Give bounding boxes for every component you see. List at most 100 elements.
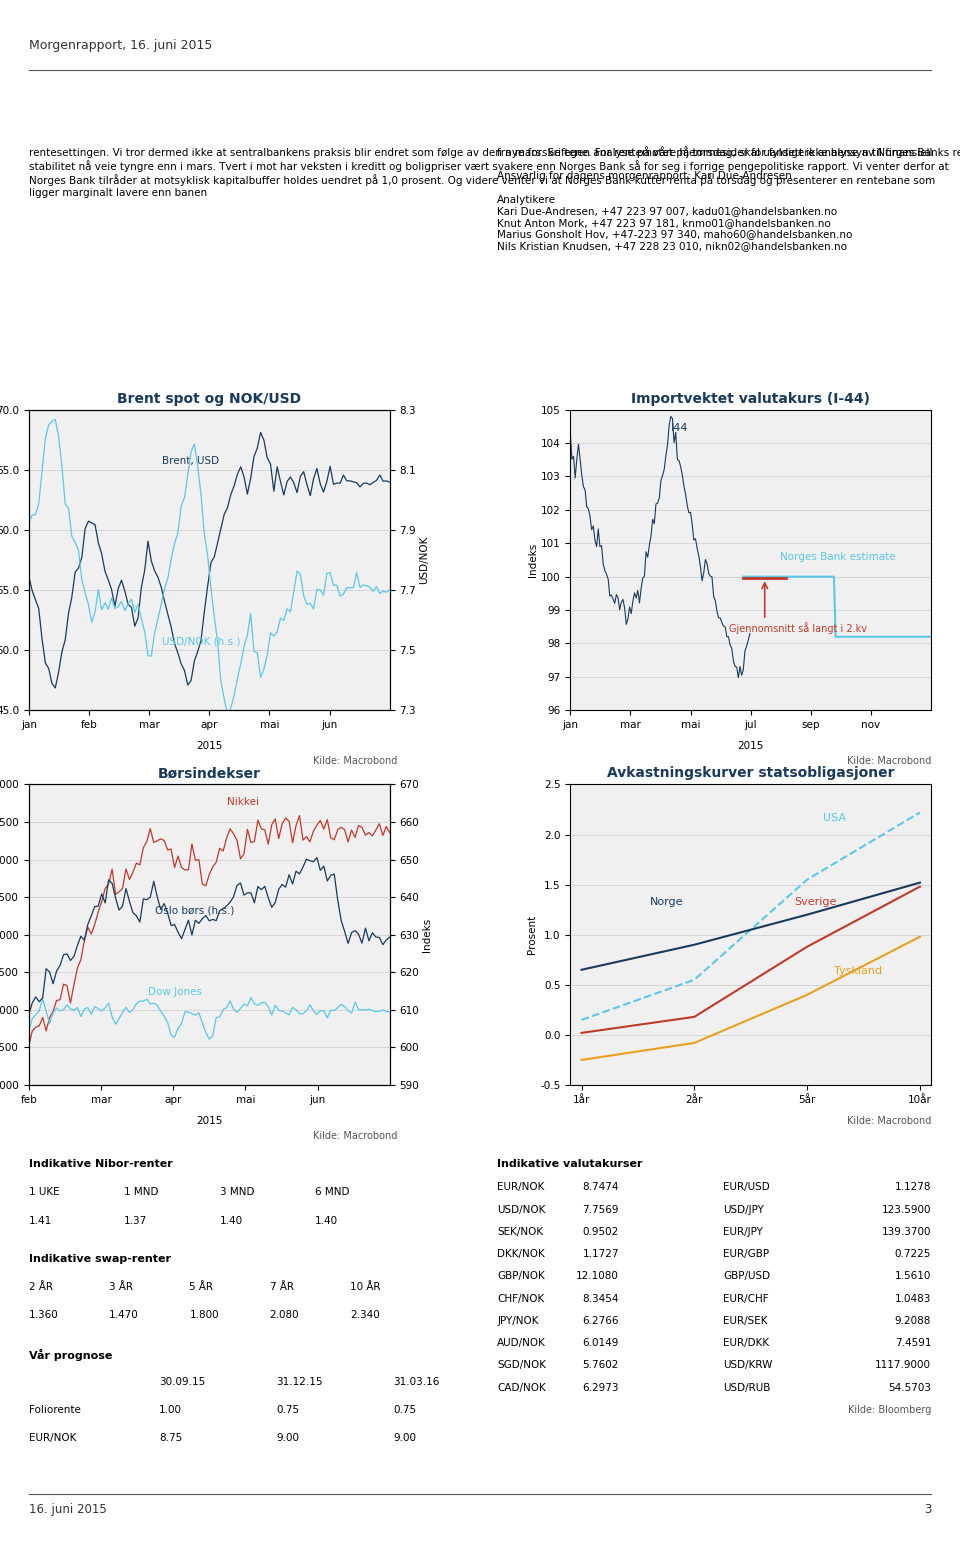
Text: CHF/NOK: CHF/NOK: [497, 1294, 544, 1303]
Text: DKK/NOK: DKK/NOK: [497, 1249, 545, 1258]
Text: Kilde: Macrobond: Kilde: Macrobond: [313, 1132, 397, 1141]
Text: 1.41: 1.41: [29, 1215, 52, 1226]
Text: Kilde: Macrobond: Kilde: Macrobond: [847, 756, 931, 767]
Text: 9.00: 9.00: [394, 1433, 417, 1442]
Text: 1.1727: 1.1727: [583, 1249, 619, 1258]
Text: 2015: 2015: [196, 1116, 223, 1125]
Text: USD/NOK (h.s.): USD/NOK (h.s.): [162, 635, 241, 646]
Text: EUR/GBP: EUR/GBP: [723, 1249, 769, 1258]
Text: 2.080: 2.080: [270, 1311, 300, 1320]
Text: 7 ÅR: 7 ÅR: [270, 1282, 294, 1292]
Text: I44: I44: [671, 422, 689, 433]
Text: Oslo børs (h.s.): Oslo børs (h.s.): [156, 906, 234, 915]
Text: Kilde: Macrobond: Kilde: Macrobond: [313, 756, 397, 767]
Title: Avkastningskurver statsobligasjoner: Avkastningskurver statsobligasjoner: [607, 767, 895, 781]
Text: 1.37: 1.37: [124, 1215, 148, 1226]
Title: Børsindekser: Børsindekser: [157, 767, 261, 781]
Text: 1.40: 1.40: [220, 1215, 243, 1226]
Text: EUR/NOK: EUR/NOK: [497, 1183, 544, 1192]
Text: 8.3454: 8.3454: [583, 1294, 619, 1303]
Text: 1.0483: 1.0483: [895, 1294, 931, 1303]
Text: EUR/JPY: EUR/JPY: [723, 1228, 763, 1237]
Text: 0.75: 0.75: [394, 1405, 417, 1415]
Text: AUD/NOK: AUD/NOK: [497, 1339, 546, 1348]
Text: 10 ÅR: 10 ÅR: [349, 1282, 380, 1292]
Text: USA: USA: [823, 813, 846, 822]
Text: fra mars. Se egen analyse på våre hjemmesider for fyldigere analyse av Norges Ba: fra mars. Se egen analyse på våre hjemme…: [497, 147, 960, 250]
Text: Vår prognose: Vår prognose: [29, 1348, 112, 1360]
Text: Dow Jones: Dow Jones: [148, 986, 202, 997]
Text: USD/JPY: USD/JPY: [723, 1204, 764, 1215]
Text: 0.75: 0.75: [276, 1405, 300, 1415]
Text: Indikative swap-renter: Indikative swap-renter: [29, 1254, 171, 1265]
Text: 1.800: 1.800: [189, 1311, 219, 1320]
Text: EUR/DKK: EUR/DKK: [723, 1339, 769, 1348]
Text: Morgenrapport, 16. juni 2015: Morgenrapport, 16. juni 2015: [29, 39, 212, 51]
Text: USD/RUB: USD/RUB: [723, 1382, 770, 1393]
Text: EUR/CHF: EUR/CHF: [723, 1294, 769, 1303]
Text: 5.7602: 5.7602: [583, 1360, 619, 1370]
Text: EUR/NOK: EUR/NOK: [29, 1433, 76, 1442]
Text: Indikative valutakurser: Indikative valutakurser: [497, 1160, 643, 1169]
Text: GBP/USD: GBP/USD: [723, 1271, 770, 1282]
Text: Nikkei: Nikkei: [228, 798, 259, 807]
Text: 31.12.15: 31.12.15: [276, 1377, 323, 1387]
Text: Kilde: Bloomberg: Kilde: Bloomberg: [848, 1405, 931, 1415]
Text: 6 MND: 6 MND: [315, 1187, 349, 1197]
Text: GBP/NOK: GBP/NOK: [497, 1271, 545, 1282]
Text: 54.5703: 54.5703: [888, 1382, 931, 1393]
Text: 1.470: 1.470: [109, 1311, 139, 1320]
Text: 9.00: 9.00: [276, 1433, 300, 1442]
Text: USD/NOK: USD/NOK: [497, 1204, 545, 1215]
Text: 1.360: 1.360: [29, 1311, 59, 1320]
Text: CAD/NOK: CAD/NOK: [497, 1382, 546, 1393]
Text: 2015: 2015: [196, 741, 223, 751]
Text: rentesettingen. Vi tror dermed ikke at sentralbankens praksis blir endret som fø: rentesettingen. Vi tror dermed ikke at s…: [29, 147, 948, 198]
Text: 5 ÅR: 5 ÅR: [189, 1282, 213, 1292]
Text: Tyskland: Tyskland: [833, 966, 882, 976]
Text: 30.09.15: 30.09.15: [159, 1377, 205, 1387]
Text: 1 UKE: 1 UKE: [29, 1187, 60, 1197]
Text: SGD/NOK: SGD/NOK: [497, 1360, 546, 1370]
Text: 2015: 2015: [737, 741, 764, 751]
Text: JPY/NOK: JPY/NOK: [497, 1316, 539, 1326]
Text: Indikative Nibor-renter: Indikative Nibor-renter: [29, 1160, 173, 1169]
Y-axis label: USD/NOK: USD/NOK: [419, 536, 429, 584]
Text: 3 MND: 3 MND: [220, 1187, 254, 1197]
Text: SEK/NOK: SEK/NOK: [497, 1228, 543, 1237]
Y-axis label: Indeks: Indeks: [528, 543, 538, 577]
Text: 6.2766: 6.2766: [583, 1316, 619, 1326]
Text: 2.340: 2.340: [349, 1311, 379, 1320]
Text: 31.03.16: 31.03.16: [394, 1377, 440, 1387]
Text: 1.1278: 1.1278: [895, 1183, 931, 1192]
Text: Kilde: Macrobond: Kilde: Macrobond: [847, 1116, 931, 1125]
Text: Foliorente: Foliorente: [29, 1405, 81, 1415]
Text: 7.7569: 7.7569: [583, 1204, 619, 1215]
Text: 1.5610: 1.5610: [895, 1271, 931, 1282]
Text: 12.1080: 12.1080: [576, 1271, 619, 1282]
Text: USD/KRW: USD/KRW: [723, 1360, 773, 1370]
Text: 6.0149: 6.0149: [583, 1339, 619, 1348]
Text: 2 ÅR: 2 ÅR: [29, 1282, 53, 1292]
Text: 3 ÅR: 3 ÅR: [109, 1282, 133, 1292]
Text: 1.40: 1.40: [315, 1215, 338, 1226]
Y-axis label: Prosent: Prosent: [527, 915, 538, 954]
Text: Norges Bank estimate: Norges Bank estimate: [780, 552, 896, 561]
Title: Brent spot og NOK/USD: Brent spot og NOK/USD: [117, 391, 301, 405]
Text: 1.00: 1.00: [159, 1405, 182, 1415]
Text: 9.2088: 9.2088: [895, 1316, 931, 1326]
Text: 0.9502: 0.9502: [583, 1228, 619, 1237]
Text: 123.5900: 123.5900: [881, 1204, 931, 1215]
Text: Gjennomsnitt så langt i 2.kv: Gjennomsnitt så langt i 2.kv: [729, 621, 867, 634]
Text: 139.3700: 139.3700: [881, 1228, 931, 1237]
Y-axis label: Indeks: Indeks: [422, 918, 432, 952]
Title: Importvektet valutakurs (I-44): Importvektet valutakurs (I-44): [632, 391, 870, 405]
Text: EUR/USD: EUR/USD: [723, 1183, 770, 1192]
Text: 8.75: 8.75: [159, 1433, 182, 1442]
Text: 3: 3: [924, 1503, 931, 1517]
Text: 1117.9000: 1117.9000: [876, 1360, 931, 1370]
Text: EUR/SEK: EUR/SEK: [723, 1316, 767, 1326]
Text: 7.4591: 7.4591: [895, 1339, 931, 1348]
Text: Sverige: Sverige: [794, 897, 836, 906]
Text: Norge: Norge: [650, 897, 684, 906]
